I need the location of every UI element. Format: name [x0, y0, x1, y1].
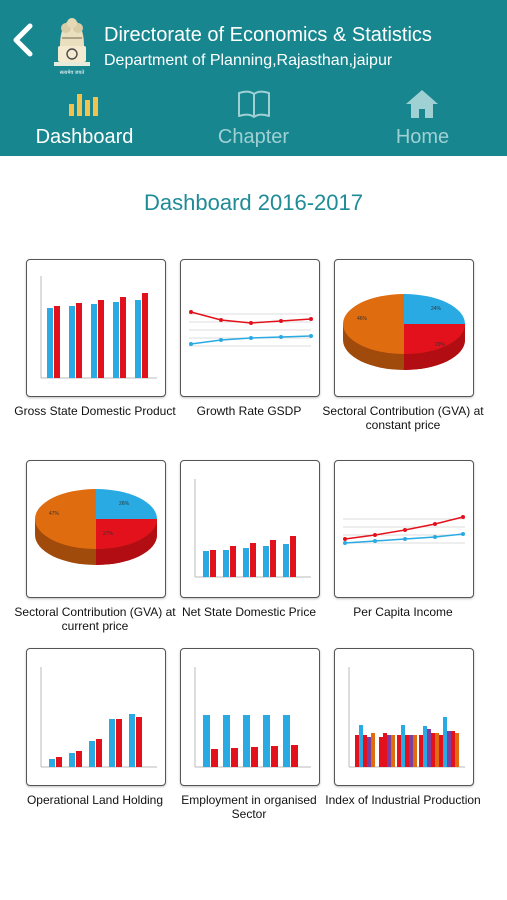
- app-header: सत्यमेव जयते Directorate of Economics & …: [0, 0, 507, 156]
- line-chart-thumbnail: [334, 460, 474, 598]
- app-title: Directorate of Economics & Statistics: [104, 24, 432, 46]
- chevron-left-icon: [13, 23, 33, 57]
- bar-chart-thumbnail: [180, 460, 320, 598]
- tile-caption: Growth Rate GSDP: [196, 404, 302, 418]
- back-button[interactable]: [8, 20, 38, 60]
- tile-caption: Per Capita Income: [353, 605, 453, 619]
- home-icon: [406, 90, 438, 118]
- tab-chapter-label: Chapter: [217, 126, 290, 148]
- pie-chart-thumbnail: 46% 24% 29%: [334, 259, 474, 397]
- bar-chart-thumbnail: [180, 648, 320, 786]
- state-emblem-logo: सत्यमेव जयते: [50, 8, 94, 78]
- tab-home[interactable]: Home: [338, 84, 507, 156]
- tab-chapter[interactable]: Chapter: [169, 84, 338, 156]
- app-subtitle: Department of Planning,Rajasthan,jaipur: [104, 52, 393, 69]
- tab-dashboard[interactable]: Dashboard: [0, 84, 169, 156]
- tile-caption: Index of Industrial Production: [325, 793, 481, 807]
- svg-text:47%: 47%: [49, 511, 60, 517]
- tile-caption: Sectoral Contribution (GVA) at constant …: [322, 404, 484, 432]
- bar-chart-icon: [69, 94, 98, 116]
- svg-text:24%: 24%: [431, 306, 442, 312]
- pie-chart-thumbnail: 47% 26% 27%: [26, 460, 166, 598]
- book-icon: [238, 90, 270, 118]
- page-title: Dashboard 2016-2017: [144, 190, 363, 215]
- tile-caption: Sectoral Contribution (GVA) at current p…: [14, 605, 176, 633]
- bar-chart-thumbnail: [26, 648, 166, 786]
- tab-dashboard-label: Dashboard: [35, 126, 134, 148]
- svg-text:46%: 46%: [357, 316, 368, 322]
- tile-caption: Operational Land Holding: [26, 793, 164, 807]
- line-chart-thumbnail: [180, 259, 320, 397]
- tile-caption: Employment in organised Sector: [181, 793, 317, 821]
- svg-text:26%: 26%: [119, 501, 130, 507]
- svg-text:29%: 29%: [435, 342, 446, 348]
- bar-chart-thumbnail: [334, 648, 474, 786]
- bar-chart-thumbnail: [26, 259, 166, 397]
- tile-caption: Net State Domestic Price: [181, 605, 317, 619]
- tab-home-label: Home: [395, 126, 450, 148]
- svg-text:सत्यमेव जयते: सत्यमेव जयते: [60, 69, 85, 76]
- svg-text:27%: 27%: [103, 531, 114, 537]
- tile-caption: Gross State Domestic Product: [14, 404, 176, 418]
